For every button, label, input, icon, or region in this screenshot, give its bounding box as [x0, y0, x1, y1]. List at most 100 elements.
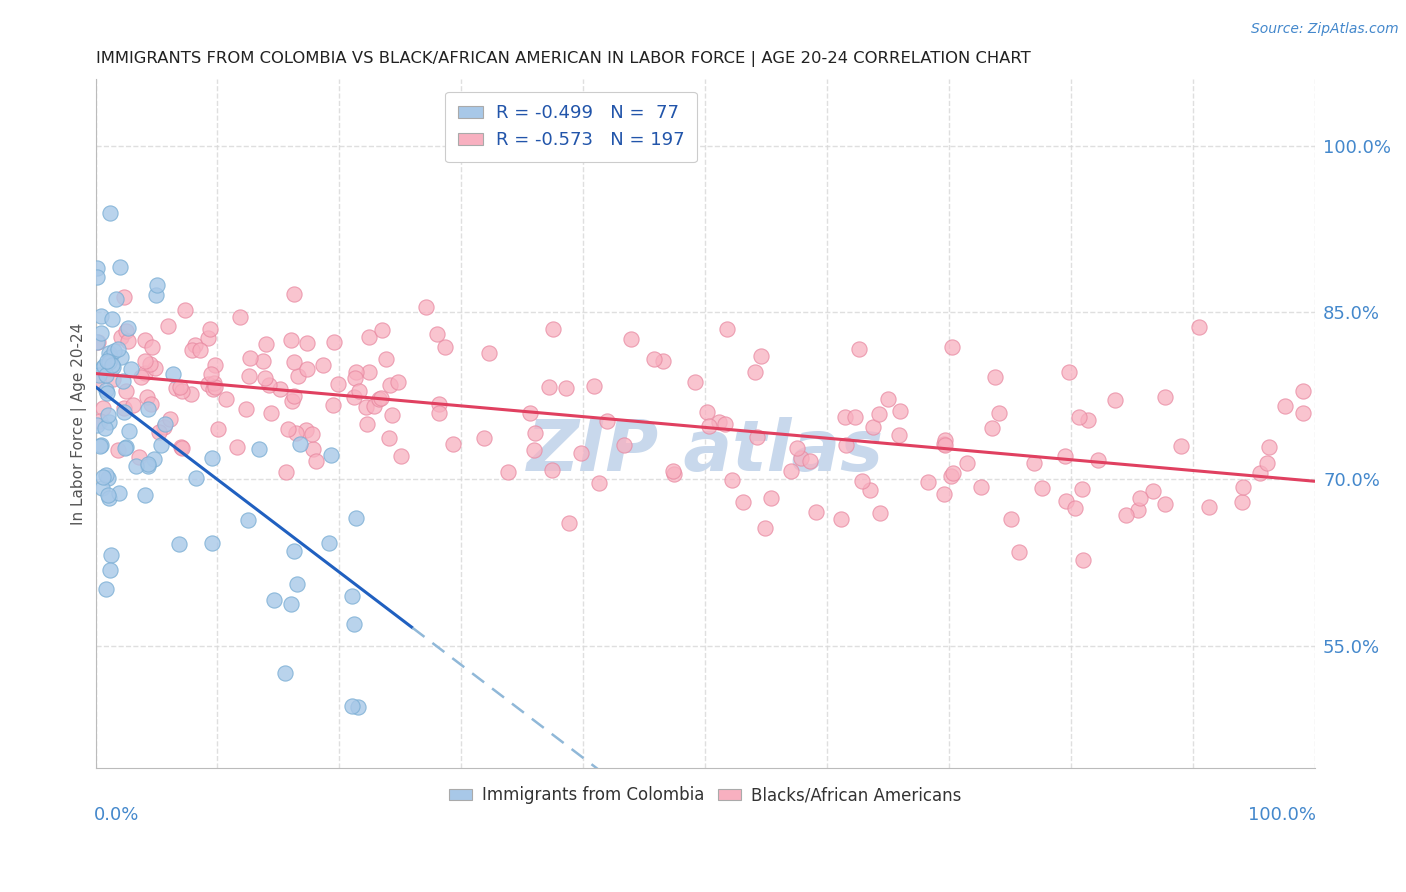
Point — [101, 312, 124, 326]
Point — [115, 324, 138, 338]
Point — [91, 401, 114, 415]
Point — [145, 277, 167, 292]
Point — [1104, 392, 1126, 407]
Point — [93, 359, 115, 373]
Point — [86, 270, 108, 285]
Point — [100, 548, 122, 562]
Point — [662, 467, 685, 481]
Text: 100.0%: 100.0% — [1249, 805, 1316, 823]
Point — [588, 476, 610, 491]
Point — [172, 441, 194, 455]
Point — [169, 537, 191, 551]
Point — [318, 536, 340, 550]
Point — [1087, 453, 1109, 467]
Point — [754, 521, 776, 535]
Point — [295, 423, 318, 437]
Point — [835, 438, 858, 452]
Point — [153, 417, 176, 431]
Point — [273, 666, 295, 681]
Point — [139, 397, 162, 411]
Point — [596, 414, 619, 428]
Point — [112, 290, 135, 304]
Point — [789, 450, 811, 465]
Point — [970, 480, 993, 494]
Point — [301, 442, 323, 457]
Point — [942, 467, 965, 481]
Text: ZIP atlas: ZIP atlas — [527, 417, 884, 485]
Point — [371, 323, 394, 337]
Point — [98, 355, 121, 369]
Point — [117, 321, 139, 335]
Point — [252, 353, 274, 368]
Point — [1230, 494, 1253, 508]
Point — [204, 380, 226, 394]
Point — [134, 367, 156, 381]
Point — [346, 699, 368, 714]
Point — [1129, 491, 1152, 506]
Point — [932, 486, 955, 500]
Point — [215, 392, 238, 406]
Point — [1115, 508, 1137, 522]
Point — [169, 380, 191, 394]
Point — [543, 321, 565, 335]
Point — [1188, 320, 1211, 334]
Point — [281, 393, 304, 408]
Point — [1077, 413, 1099, 427]
Point — [165, 380, 187, 394]
Point — [344, 511, 367, 525]
Point — [934, 433, 956, 447]
Point — [733, 495, 755, 509]
Point — [426, 326, 449, 341]
Point — [136, 459, 159, 474]
Point — [101, 360, 124, 375]
Point — [523, 426, 546, 441]
Point — [1256, 456, 1278, 470]
Point — [343, 390, 366, 404]
Point — [354, 400, 377, 414]
Point — [117, 334, 139, 348]
Point — [118, 424, 141, 438]
Point — [148, 425, 170, 439]
Point — [1154, 497, 1177, 511]
Point — [359, 330, 381, 344]
Point — [94, 368, 117, 382]
Point — [239, 351, 262, 366]
Point — [86, 373, 108, 387]
Point — [295, 335, 318, 350]
Point — [120, 361, 142, 376]
Point — [283, 286, 305, 301]
Point — [848, 343, 870, 357]
Point — [257, 378, 280, 392]
Point — [107, 443, 129, 458]
Point — [110, 330, 132, 344]
Point — [134, 488, 156, 502]
Point — [129, 370, 152, 384]
Point — [97, 471, 120, 485]
Point — [851, 475, 873, 489]
Point — [108, 260, 131, 274]
Point — [197, 377, 219, 392]
Point — [170, 440, 193, 454]
Point — [115, 384, 138, 398]
Point — [478, 346, 501, 360]
Point — [917, 475, 939, 490]
Point — [280, 598, 302, 612]
Point — [1142, 484, 1164, 499]
Point — [541, 463, 564, 477]
Point — [153, 419, 176, 434]
Point — [380, 377, 402, 392]
Point — [201, 451, 224, 466]
Point — [662, 463, 685, 477]
Point — [344, 365, 367, 379]
Point — [389, 449, 412, 463]
Point — [779, 464, 801, 478]
Point — [301, 426, 323, 441]
Point — [96, 386, 118, 401]
Point — [91, 470, 114, 484]
Point — [254, 371, 277, 385]
Point — [443, 437, 465, 451]
Point — [326, 376, 349, 391]
Point — [94, 467, 117, 482]
Point — [583, 378, 606, 392]
Point — [319, 448, 342, 462]
